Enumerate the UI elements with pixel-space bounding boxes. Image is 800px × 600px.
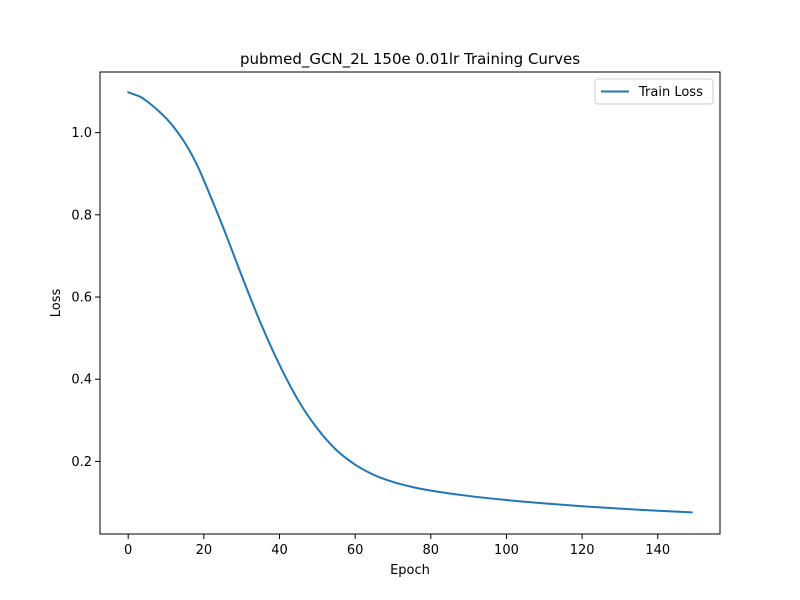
y-tick-label: 0.6 bbox=[71, 291, 92, 306]
x-tick-label: 40 bbox=[271, 543, 288, 558]
x-tick-label: 140 bbox=[645, 543, 670, 558]
plot-area: 0 20 40 60 80 100 120 140 0.2 0.4 0.6 0.8 1.0 bbox=[71, 71, 721, 558]
axes-frame bbox=[99, 71, 721, 535]
x-tick-label: 20 bbox=[196, 543, 213, 558]
legend-box bbox=[594, 78, 714, 105]
y-tick-label: 0.4 bbox=[71, 373, 92, 388]
series-line-train-loss bbox=[127, 91, 693, 514]
y-axis: 0.2 0.4 0.6 0.8 1.0 bbox=[71, 126, 100, 470]
y-axis-label: Loss bbox=[49, 289, 64, 318]
series-layer bbox=[127, 91, 693, 514]
legend: Train Loss bbox=[594, 78, 714, 105]
x-tick-label: 100 bbox=[494, 543, 519, 558]
chart-title: pubmed_GCN_2L 150e 0.01lr Training Curve… bbox=[240, 50, 580, 69]
x-tick-label: 120 bbox=[570, 543, 595, 558]
x-tick-label: 80 bbox=[423, 543, 440, 558]
y-tick-label: 1.0 bbox=[71, 126, 92, 141]
x-tick-label: 0 bbox=[124, 543, 132, 558]
x-axis: 0 20 40 60 80 100 120 140 bbox=[124, 534, 670, 558]
x-tick-label: 60 bbox=[347, 543, 364, 558]
y-tick-label: 0.2 bbox=[71, 455, 92, 470]
x-axis-label: Epoch bbox=[390, 563, 430, 578]
legend-label-train-loss: Train Loss bbox=[638, 85, 703, 100]
y-tick-label: 0.8 bbox=[71, 208, 92, 223]
